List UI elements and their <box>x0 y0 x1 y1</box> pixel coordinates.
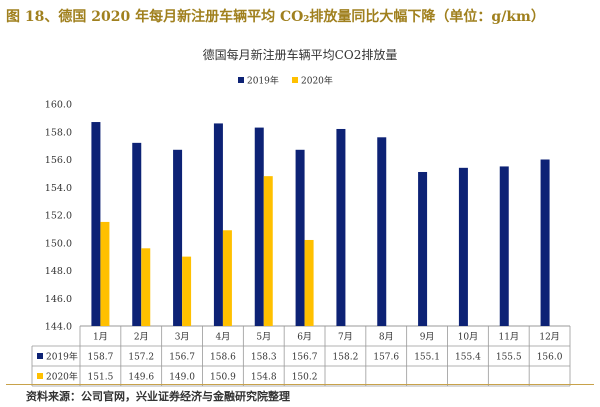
bar <box>173 149 183 326</box>
figure-footer: 资料来源：公司官网，兴业证券经济与金融研究院整理 <box>6 384 594 405</box>
y-tick-label: 146.0 <box>45 294 72 305</box>
table-cell: 155.4 <box>455 353 481 363</box>
table-series-label: 2019年 <box>46 351 78 363</box>
bar <box>222 230 232 326</box>
bar <box>263 176 273 326</box>
table-cell: 156.7 <box>169 353 195 363</box>
table-cell: 158.2 <box>333 353 359 363</box>
table-cell: 157.2 <box>128 353 154 363</box>
bar <box>377 137 387 326</box>
x-tick-label: 10月 <box>458 332 478 343</box>
table-cell: 158.7 <box>88 353 114 363</box>
chart-title: 德国每月新注册车辆平均CO2排放量 <box>203 47 398 62</box>
bar <box>182 256 192 326</box>
x-tick-label: 11月 <box>499 332 519 343</box>
y-tick-label: 156.0 <box>45 155 72 166</box>
table-cell: 158.6 <box>210 353 236 363</box>
legend-swatch <box>292 77 298 83</box>
table-series-swatch <box>37 353 43 359</box>
table-cell: 158.3 <box>251 353 277 363</box>
bar <box>458 167 468 326</box>
bar <box>295 149 305 326</box>
x-tick-label: 7月 <box>338 332 353 343</box>
figure-title: 图 18、德国 2020 年每月新注册车辆平均 CO₂排放量同比大幅下降（单位：… <box>6 9 545 25</box>
bar <box>418 171 428 326</box>
table-cell: 154.8 <box>251 373 277 383</box>
x-tick-label: 6月 <box>297 332 312 343</box>
x-tick-label: 12月 <box>539 332 559 343</box>
table-cell: 156.0 <box>537 353 563 363</box>
legend-swatch <box>238 77 244 83</box>
bar <box>141 248 151 326</box>
y-tick-label: 148.0 <box>45 266 72 277</box>
y-tick-label: 150.0 <box>45 238 72 249</box>
x-tick-label: 3月 <box>175 332 190 343</box>
table-cell: 150.2 <box>292 373 318 383</box>
x-tick-label: 1月 <box>93 332 108 343</box>
legend-item: 2020年 <box>292 75 333 87</box>
table-cell: 155.1 <box>414 353 440 363</box>
bar <box>254 127 264 327</box>
table-row-header: 2019年 <box>37 351 78 363</box>
table-series-label: 2020年 <box>46 371 78 383</box>
x-tick-label: 8月 <box>379 332 394 343</box>
table-cell: 156.7 <box>292 353 318 363</box>
figure-source: 资料来源：公司官网，兴业证券经济与金融研究院整理 <box>26 390 290 403</box>
table-series-swatch <box>37 373 43 379</box>
table-cell: 151.5 <box>88 373 114 383</box>
table-cell: 149.6 <box>128 373 154 383</box>
bar <box>336 128 346 326</box>
legend-item: 2019年 <box>238 75 279 87</box>
y-tick-label: 160.0 <box>45 100 72 111</box>
table-row-header: 2020年 <box>37 371 78 383</box>
y-tick-label: 152.0 <box>45 211 72 222</box>
table-cell: 150.9 <box>210 373 236 383</box>
bar <box>213 123 223 326</box>
table-cell: 157.6 <box>373 353 399 363</box>
x-tick-label: 9月 <box>420 332 435 343</box>
x-tick-label: 4月 <box>216 332 231 343</box>
y-tick-label: 158.0 <box>45 127 72 138</box>
bar <box>91 122 101 326</box>
y-tick-label: 154.0 <box>45 183 72 194</box>
table-cell: 149.0 <box>169 373 195 383</box>
bar <box>132 142 142 326</box>
bar <box>540 159 550 326</box>
legend-label: 2019年 <box>247 75 279 87</box>
x-tick-label: 5月 <box>256 332 271 343</box>
bar <box>100 221 110 326</box>
bar <box>304 239 314 326</box>
legend-label: 2020年 <box>301 75 333 87</box>
x-tick-label: 2月 <box>134 332 149 343</box>
bar <box>499 166 509 326</box>
y-tick-label: 144.0 <box>45 322 72 333</box>
table-cell: 155.5 <box>496 353 522 363</box>
